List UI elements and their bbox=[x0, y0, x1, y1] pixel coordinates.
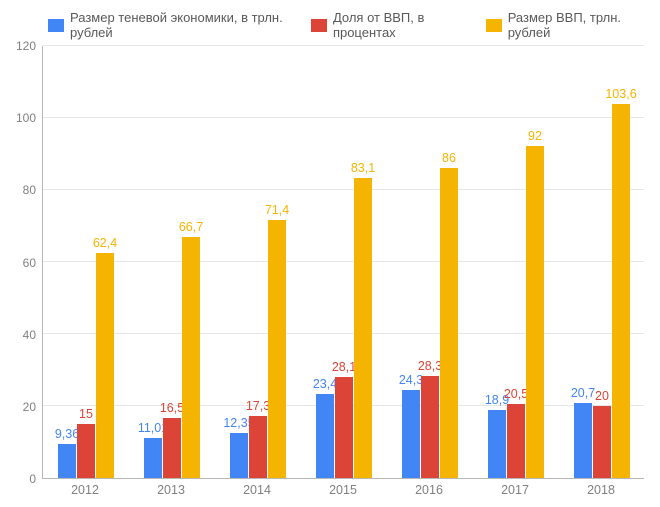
bar-group: 11,0116,566,7 bbox=[144, 237, 200, 478]
bar: 20 bbox=[593, 406, 611, 478]
bar: 62,4 bbox=[96, 253, 114, 478]
legend-label: Размер теневой экономики, в трлн. рублей bbox=[70, 10, 293, 40]
y-tick-label: 80 bbox=[23, 183, 36, 197]
bar: 11,01 bbox=[144, 438, 162, 478]
bar: 9,36 bbox=[58, 444, 76, 478]
bar-value-label: 62,4 bbox=[93, 236, 117, 253]
y-tick-label: 120 bbox=[16, 39, 36, 53]
x-tick-label: 2017 bbox=[501, 483, 529, 497]
bar-value-label: 71,4 bbox=[265, 203, 289, 220]
bar-value-label: 66,7 bbox=[179, 220, 203, 237]
bar-value-label: 86 bbox=[442, 151, 456, 168]
bar-group: 18,920,592 bbox=[488, 146, 544, 478]
bar: 71,4 bbox=[268, 220, 286, 478]
bar-group: 20,720103,6 bbox=[574, 104, 630, 478]
bar: 20,5 bbox=[507, 404, 525, 478]
grid-line bbox=[43, 45, 644, 46]
x-axis: 2012 2013 2014 2015 2016 2017 2018 bbox=[42, 481, 644, 501]
bar: 92 bbox=[526, 146, 544, 478]
plot-area: 9,361562,411,0116,566,712,3517,371,423,4… bbox=[42, 46, 644, 479]
bar: 20,7 bbox=[574, 403, 592, 478]
bar: 18,9 bbox=[488, 410, 506, 478]
bar: 24,3 bbox=[402, 390, 420, 478]
x-tick-label: 2013 bbox=[157, 483, 185, 497]
legend-swatch-icon bbox=[486, 19, 502, 32]
x-tick-label: 2012 bbox=[71, 483, 99, 497]
legend-swatch-icon bbox=[311, 19, 327, 32]
grid-line bbox=[43, 117, 644, 118]
bar-value-label: 16,5 bbox=[160, 401, 184, 418]
y-tick-label: 100 bbox=[16, 111, 36, 125]
bar-value-label: 15 bbox=[79, 407, 93, 424]
bar-value-label: 23,4 bbox=[313, 377, 337, 394]
bar-value-label: 9,36 bbox=[55, 427, 79, 444]
legend-label: Доля от ВВП, в процентах bbox=[333, 10, 468, 40]
bar: 23,4 bbox=[316, 394, 334, 478]
bar-value-label: 28,3 bbox=[418, 359, 442, 376]
legend-label: Размер ВВП, трлн. рублей bbox=[508, 10, 644, 40]
bar: 16,5 bbox=[163, 418, 181, 478]
x-tick-label: 2018 bbox=[587, 483, 615, 497]
y-tick-label: 0 bbox=[29, 472, 36, 486]
bar-group: 24,328,386 bbox=[402, 168, 458, 478]
bar-value-label: 92 bbox=[528, 129, 542, 146]
bar: 66,7 bbox=[182, 237, 200, 478]
bar: 15 bbox=[77, 424, 95, 478]
bar-value-label: 20,5 bbox=[504, 387, 528, 404]
bar: 83,1 bbox=[354, 178, 372, 478]
bar-value-label: 28,1 bbox=[332, 360, 356, 377]
plot-wrap: 020406080100120 9,361562,411,0116,566,71… bbox=[8, 46, 644, 501]
x-tick-label: 2016 bbox=[415, 483, 443, 497]
bar: 28,3 bbox=[421, 376, 439, 478]
y-tick-label: 40 bbox=[23, 328, 36, 342]
bar: 17,3 bbox=[249, 416, 267, 478]
bar-group: 9,361562,4 bbox=[58, 253, 114, 478]
chart-legend: Размер теневой экономики, в трлн. рублей… bbox=[8, 8, 644, 42]
legend-item-1: Доля от ВВП, в процентах bbox=[311, 10, 468, 40]
bar: 86 bbox=[440, 168, 458, 478]
bar-group: 12,3517,371,4 bbox=[230, 220, 286, 478]
bar-value-label: 103,6 bbox=[605, 87, 636, 104]
bar-value-label: 20 bbox=[595, 389, 609, 406]
x-tick-label: 2015 bbox=[329, 483, 357, 497]
bar: 103,6 bbox=[612, 104, 630, 478]
legend-item-0: Размер теневой экономики, в трлн. рублей bbox=[48, 10, 293, 40]
bar-value-label: 83,1 bbox=[351, 161, 375, 178]
chart-container: Размер теневой экономики, в трлн. рублей… bbox=[0, 0, 660, 507]
x-tick-label: 2014 bbox=[243, 483, 271, 497]
bar-group: 23,428,183,1 bbox=[316, 178, 372, 478]
y-tick-label: 60 bbox=[23, 256, 36, 270]
bar-value-label: 17,3 bbox=[246, 399, 270, 416]
y-axis: 020406080100120 bbox=[8, 46, 40, 501]
bar-value-label: 20,7 bbox=[571, 386, 595, 403]
legend-item-2: Размер ВВП, трлн. рублей bbox=[486, 10, 644, 40]
bar: 28,1 bbox=[335, 377, 353, 478]
legend-swatch-icon bbox=[48, 19, 64, 32]
bar: 12,35 bbox=[230, 433, 248, 478]
y-tick-label: 20 bbox=[23, 400, 36, 414]
